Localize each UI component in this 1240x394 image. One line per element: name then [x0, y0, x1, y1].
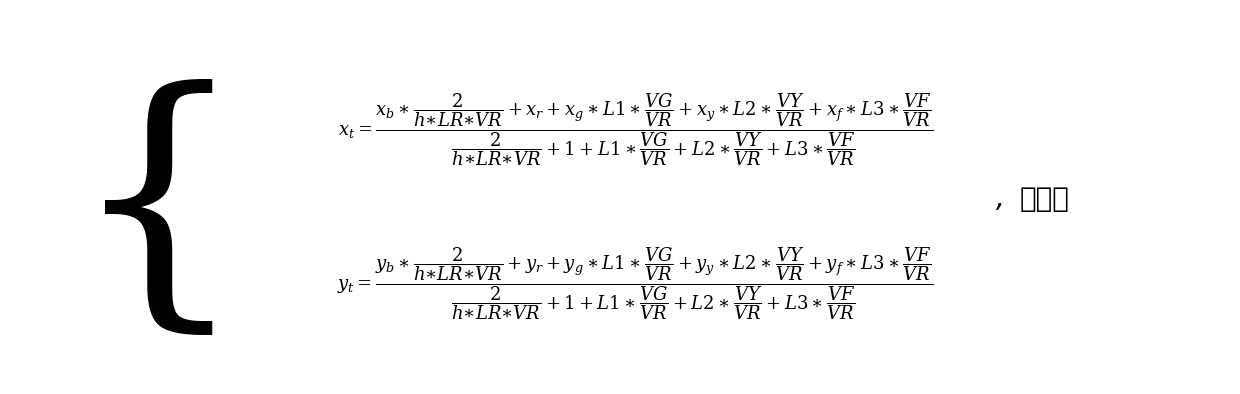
Text: $x_t = \dfrac{x_b \ast \dfrac{2}{h{\ast}LR{\ast}VR} + x_r + x_g \ast L1 \ast \df: $x_t = \dfrac{x_b \ast \dfrac{2}{h{\ast}… — [337, 91, 934, 168]
Text: ,: , — [996, 185, 1004, 213]
Text: $y_t = \dfrac{y_b \ast \dfrac{2}{h{\ast}LR{\ast}VR} + y_r + y_g \ast L1 \ast \df: $y_t = \dfrac{y_b \ast \dfrac{2}{h{\ast}… — [337, 245, 934, 322]
Text: 其中，: 其中， — [1019, 185, 1070, 213]
Text: $\}$: $\}$ — [104, 64, 248, 334]
